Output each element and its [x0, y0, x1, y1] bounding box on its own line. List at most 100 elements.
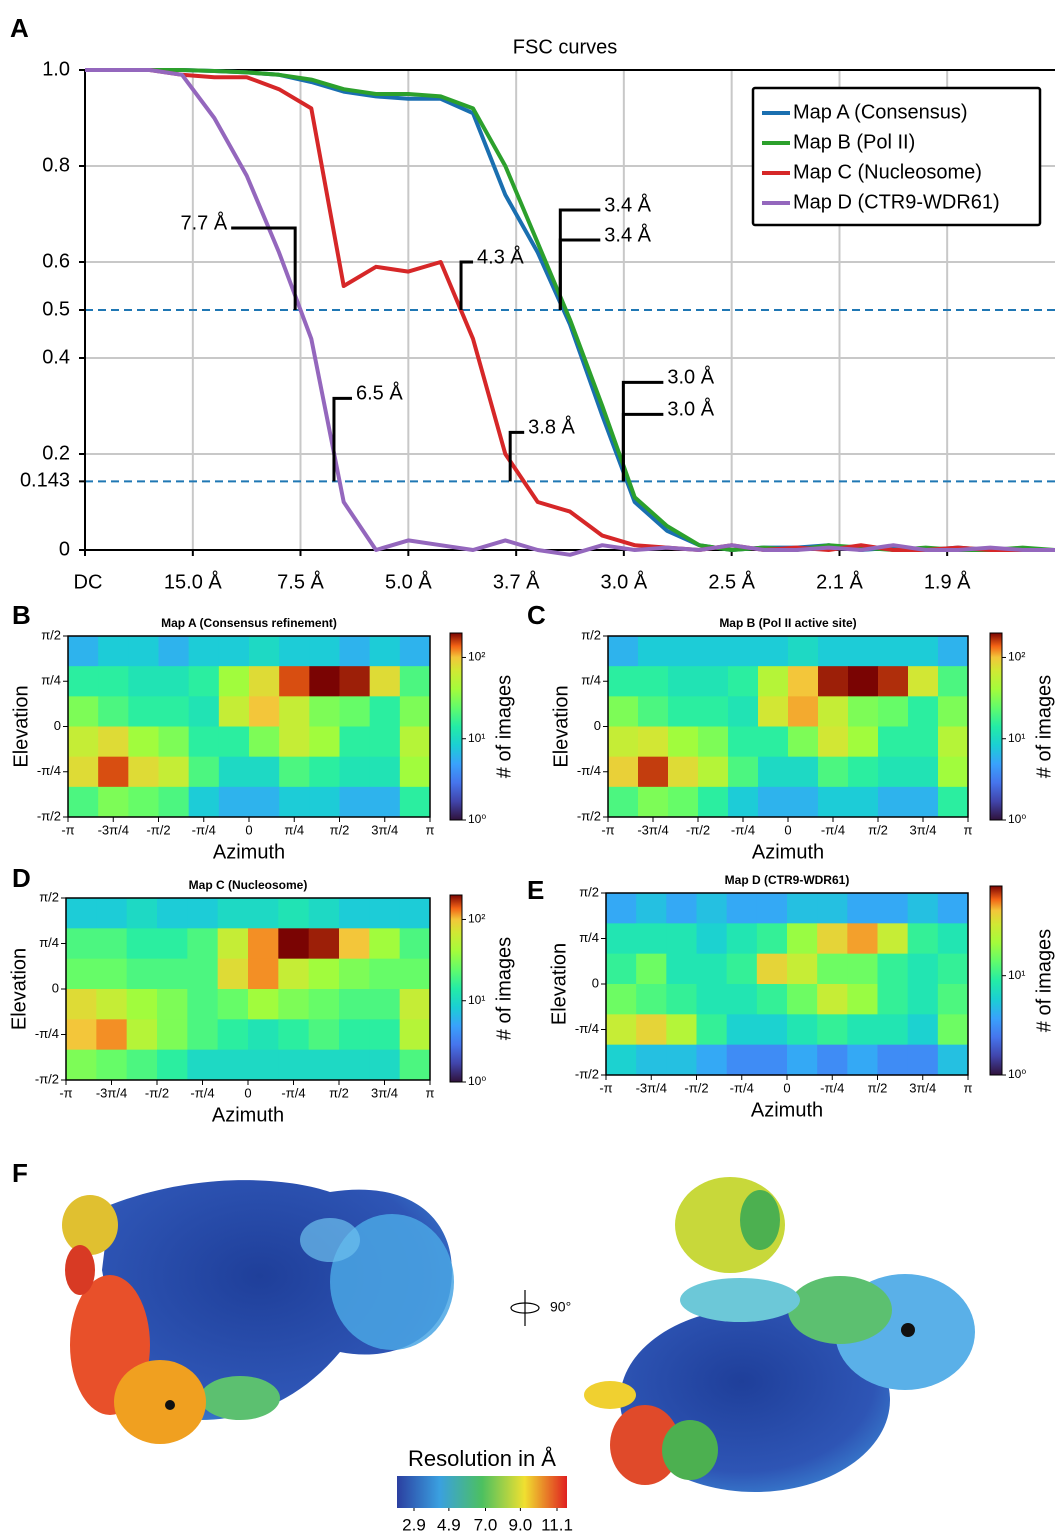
x-tick-label: -π/2 — [686, 822, 710, 837]
heatmap-cell — [369, 898, 401, 929]
heatmap-cell — [128, 786, 159, 818]
heatmap-cell — [308, 928, 340, 960]
heatmap-cell — [698, 786, 729, 818]
heatmap-cell — [249, 756, 280, 788]
heatmap-cell — [817, 1044, 848, 1076]
heatmap-cell — [728, 666, 759, 697]
x-tick-label: π — [964, 1080, 973, 1095]
heatmap-cell — [636, 953, 667, 985]
x-axis-label: Azimuth — [212, 1104, 284, 1126]
heatmap-cell — [249, 636, 280, 667]
annotation: 6.5 Å — [356, 382, 403, 405]
x-tick-label: π — [426, 1085, 435, 1100]
heatmap-cell — [248, 1049, 279, 1081]
heatmap-cell — [158, 756, 190, 788]
rotation-label: 90° — [550, 1299, 571, 1315]
heatmap-cell — [638, 726, 669, 758]
heatmap-cell — [188, 666, 220, 697]
heatmap-cell — [66, 958, 97, 990]
heatmap-cell — [369, 958, 401, 990]
colorbar-label: # of images — [493, 937, 515, 1040]
x-tick-label: 0 — [784, 822, 791, 837]
x-tick-label: -π/4 — [731, 822, 755, 837]
x-tick-label: -π/4 — [190, 1085, 214, 1100]
heatmap-cell — [68, 636, 99, 667]
heatmap-cell — [248, 1019, 279, 1051]
annotation: 3.4 Å — [604, 223, 651, 246]
heatmap-cell — [369, 726, 401, 758]
heatmap-cell — [309, 666, 340, 697]
x-axis-label: Azimuth — [752, 841, 824, 863]
colorbar-title: Resolution in Å — [408, 1446, 556, 1471]
y-tick-label: -π/2 — [575, 1066, 599, 1081]
heatmap-cell — [217, 989, 249, 1020]
heatmap-cell — [907, 1014, 939, 1046]
heatmap-cell — [339, 1019, 370, 1051]
heatmap-cell — [756, 953, 788, 985]
legend-label: Map B (Pol II) — [793, 131, 915, 153]
heatmap-cell — [608, 726, 639, 758]
x-axis-label: Azimuth — [751, 1099, 823, 1121]
x-tick-label: 2.5 Å — [708, 570, 755, 593]
heatmap-cell — [907, 893, 939, 924]
heatmap-cell — [98, 786, 129, 818]
heatmap-cell — [188, 786, 220, 818]
heatmap-cell — [96, 1019, 128, 1051]
heatmap-cell — [938, 666, 969, 697]
heatmap-cell — [638, 666, 669, 697]
heatmap-cell — [399, 696, 431, 727]
heatmap-cell — [787, 1044, 818, 1076]
heatmap-cell — [696, 893, 728, 924]
heatmap-cell — [938, 786, 969, 818]
heatmap-cell — [249, 666, 280, 697]
chart-title: Map C (Nucleosome) — [189, 878, 308, 892]
y-tick-label: 0.6 — [42, 250, 70, 272]
heatmap-cell — [249, 786, 280, 818]
y-tick-label: 0.4 — [42, 346, 70, 368]
heatmap-cell — [66, 898, 97, 929]
heatmap-cell — [187, 928, 219, 960]
heatmap-cell — [309, 636, 340, 667]
heatmap-cell — [399, 786, 431, 818]
heatmap-cell — [128, 636, 159, 667]
heatmap-cell — [877, 923, 909, 955]
heatmap-cell — [847, 893, 878, 924]
heatmap-cell — [218, 636, 250, 667]
heatmap-cell — [937, 1044, 969, 1076]
y-tick-label: π/2 — [41, 627, 61, 642]
heatmap-cell — [128, 756, 159, 788]
heatmap-cell — [938, 696, 969, 727]
x-tick-label: -3π/4 — [636, 1080, 667, 1095]
heatmap-cell — [126, 898, 158, 929]
heatmap-cell — [696, 1014, 728, 1046]
map-render-left — [62, 1180, 454, 1444]
x-tick-label: 3π/4 — [909, 822, 936, 837]
heatmap-cell — [668, 786, 699, 818]
y-tick-label: 0 — [594, 718, 601, 733]
heatmap-cell — [726, 1014, 758, 1046]
heatmap-cell — [309, 756, 340, 788]
heatmap-cell — [756, 1044, 788, 1076]
heatmap-cell — [878, 636, 909, 667]
colorbar — [989, 632, 1003, 821]
x-tick-label: 1.9 Å — [924, 570, 971, 593]
heatmap-cell — [399, 1049, 431, 1081]
heatmap-cell — [279, 726, 310, 758]
heatmap-cell — [157, 989, 188, 1020]
colorbar-tick-label: 4.9 — [437, 1515, 461, 1534]
heatmap-cell — [248, 989, 279, 1020]
heatmap-cell — [399, 928, 431, 960]
heatmap-cell — [817, 984, 848, 1015]
heatmap-cell — [847, 984, 878, 1015]
heatmap-cell — [96, 898, 128, 929]
heatmap-cell — [399, 1019, 431, 1051]
panel-label: A — [10, 13, 29, 43]
heatmap-cell — [847, 1014, 878, 1046]
colorbar-tick-label: 10¹ — [468, 731, 485, 745]
heatmap-cell — [399, 898, 431, 929]
x-tick-label: -π — [59, 1085, 72, 1100]
annotation-bracket — [231, 226, 297, 310]
heatmap-cell — [66, 928, 97, 960]
heatmap-cell — [249, 726, 280, 758]
heatmap-cell — [666, 1014, 697, 1046]
